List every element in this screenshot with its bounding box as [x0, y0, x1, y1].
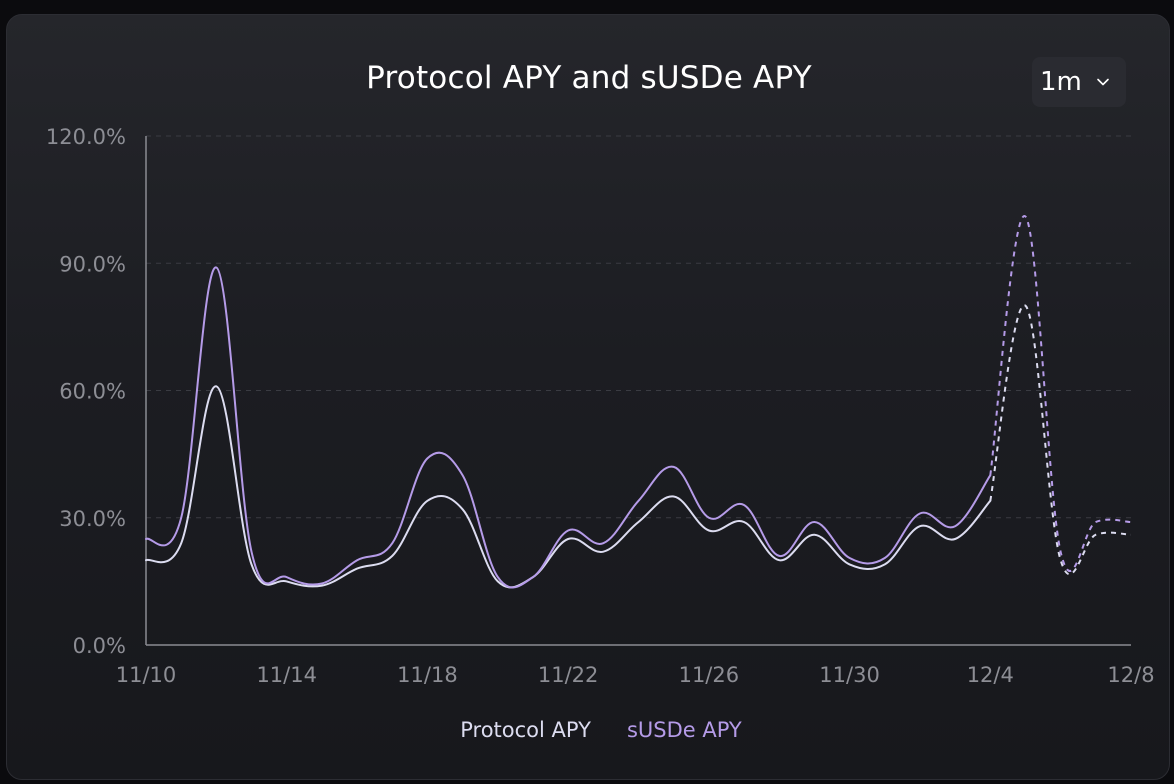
legend-item-susde-apy[interactable]: sUSDe APY	[626, 718, 742, 742]
chart-card	[6, 14, 1170, 780]
grid-lines	[146, 135, 1131, 519]
x-tick-label: 11/18	[397, 663, 458, 687]
chart-title: Protocol APY and sUSDe APY	[366, 60, 812, 96]
y-tick-label: 30.0%	[59, 507, 126, 531]
chevron-down-icon	[1097, 78, 1109, 86]
y-tick-label: 120.0%	[46, 125, 126, 149]
x-tick-label: 12/8	[1107, 663, 1154, 687]
series-lines	[145, 215, 1132, 589]
x-tick-label: 11/26	[679, 663, 740, 687]
time-range-value: 1m	[1040, 67, 1082, 97]
legend: Protocol APY sUSDe APY	[0, 718, 1174, 742]
x-tick-label: 11/10	[116, 663, 177, 687]
series-line-protocol-apy-projected	[989, 304, 1132, 576]
x-tick-label: 11/30	[819, 663, 880, 687]
series-line-susde-apy-projected	[989, 215, 1132, 572]
x-tick-label: 11/14	[256, 663, 317, 687]
series-line-susde-apy	[145, 266, 992, 589]
y-tick-label: 60.0%	[59, 380, 126, 404]
x-tick-label: 11/22	[538, 663, 599, 687]
series-line-protocol-apy	[145, 385, 992, 589]
x-axis-ticks: 11/10 11/14 11/18 11/22 11/26 11/30 12/4 12/8	[116, 663, 1155, 687]
y-tick-label: 0.0%	[73, 634, 126, 658]
x-tick-label: 12/4	[967, 663, 1014, 687]
time-range-select[interactable]: 1m	[1032, 57, 1126, 107]
y-axis-ticks: 0.0% 30.0% 60.0% 90.0% 120.0%	[46, 125, 126, 658]
legend-item-protocol-apy[interactable]: Protocol APY	[460, 718, 591, 742]
y-tick-label: 90.0%	[59, 252, 126, 276]
